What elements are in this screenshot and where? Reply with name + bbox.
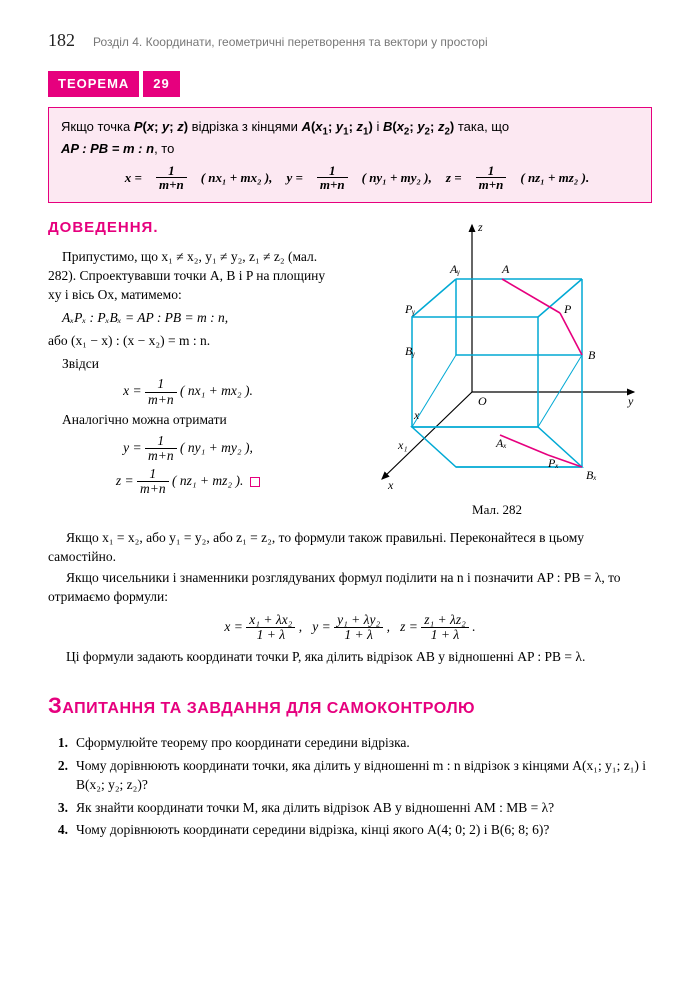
item-text: Як знайти координати точки M, яка ділить… — [76, 800, 554, 815]
figure-caption: Мал. 282 — [342, 501, 652, 519]
y-lhs: y = — [286, 170, 302, 185]
x-par: ( nx₁ + mx₂ ), — [201, 170, 273, 185]
svg-text:B: B — [588, 348, 596, 362]
theorem-statement: Якщо точка P(x; y; z) відрізка з кінцями… — [61, 118, 639, 157]
svg-text:Aᵧ: Aᵧ — [449, 262, 460, 276]
item-number: 4. — [48, 821, 68, 840]
num: 1 — [329, 163, 336, 178]
item-number: 1. — [48, 734, 68, 753]
page-header: 182 Розділ 4. Координати, геометричні пе… — [48, 28, 652, 53]
proof-p1: Припустимо, що x₁ ≠ x₂, y₁ ≠ y₂, z₁ ≠ z₂… — [48, 248, 328, 305]
text: така, що — [454, 119, 509, 134]
ratio: AP : PB = m : n — [61, 141, 154, 156]
svg-text:P: P — [563, 302, 572, 316]
svg-text:z: z — [477, 220, 483, 234]
theorem-formulas: x = 1m+n ( nx₁ + mx₂ ), y = 1m+n ( ny₁ +… — [61, 164, 639, 192]
section-title: ЗАПИТАННЯ ТА ЗАВДАННЯ ДЛЯ САМОКОНТРОЛЮ — [48, 691, 652, 722]
section-title-rest: АПИТАННЯ ТА ЗАВДАННЯ ДЛЯ САМОКОНТРОЛЮ — [62, 700, 475, 717]
page-number: 182 — [48, 28, 75, 53]
after-p1: Якщо x₁ = x₂, або y₁ = y₂, або z₁ = z₂, … — [48, 529, 652, 567]
item-number: 3. — [48, 799, 68, 818]
fraction: 1m+n — [317, 164, 348, 192]
svg-text:O: O — [478, 394, 487, 408]
list-item: 1.Сформулюйте теорему про координати сер… — [70, 734, 652, 753]
fraction: 1m+n — [476, 164, 507, 192]
after-p2: Якщо чисельники і знаменники розглядуван… — [48, 569, 652, 607]
text: відрізка з кінцями — [188, 119, 302, 134]
svg-text:x₁: x₁ — [397, 438, 408, 452]
chapter-title: Розділ 4. Координати, геометричні перетв… — [93, 34, 488, 51]
item-text: Сформулюйте теорему про координати серед… — [76, 735, 410, 750]
svg-text:Pₓ: Pₓ — [547, 456, 559, 470]
proof-fy: y = 1m+n ( ny₁ + my₂ ), — [48, 434, 328, 463]
item-text: Чому дорівнюють координати точки, яка ді… — [76, 758, 646, 792]
num: 1 — [488, 163, 495, 178]
theorem-box: Якщо точка P(x; y; z) відрізка з кінцями… — [48, 107, 652, 203]
item-number: 2. — [48, 757, 68, 776]
section-title-big: З — [48, 693, 62, 718]
list-item: 4.Чому дорівнюють координати середини ві… — [70, 821, 652, 840]
proof-title: ДОВЕДЕННЯ. — [48, 217, 328, 238]
svg-text:Bₓ: Bₓ — [586, 468, 597, 482]
qed-icon — [250, 477, 260, 487]
svg-text:A: A — [501, 262, 510, 276]
item-text: Чому дорівнюють координати середини відр… — [76, 822, 549, 837]
den: m+n — [320, 177, 345, 192]
proof-p2: AₓPₓ : PₓBₓ = AP : PB = m : n, — [48, 309, 328, 328]
proof-fz: z = 1m+n ( nz₁ + mz₂ ). — [48, 467, 328, 496]
after-proof: Якщо x₁ = x₂, або y₁ = y₂, або z₁ = z₂, … — [48, 529, 652, 667]
svg-text:x: x — [413, 408, 420, 422]
proof-p5: Аналогічно можна отримати — [48, 411, 328, 430]
proof-p4: Звідси — [48, 355, 328, 374]
questions-list: 1. Сформулюйте теорему про координати сер… — [48, 734, 652, 840]
svg-text:Bᵧ: Bᵧ — [405, 344, 415, 358]
proof-p3: або (x₁ − x) : (x − x₂) = m : n. — [48, 332, 328, 351]
figure-column: z y x O — [342, 217, 652, 519]
fraction: 1m+n — [156, 164, 187, 192]
proof-column: ДОВЕДЕННЯ. Припустимо, що x₁ ≠ x₂, y₁ ≠ … — [48, 217, 328, 519]
z-lhs: z = — [446, 170, 462, 185]
lambda-formulas: x = x₁ + λx₂1 + λ , y = y₁ + λy₂1 + λ , … — [48, 613, 652, 642]
list-item: 3.Як знайти координати точки M, яка діли… — [70, 799, 652, 818]
y-par: ( ny₁ + my₂ ), — [362, 170, 432, 185]
proof-fx: x = 1m+n ( nx₁ + mx₂ ). — [48, 377, 328, 406]
svg-text:x: x — [387, 478, 394, 492]
list-item: 2.Чому дорівнюють координати точки, яка … — [70, 757, 652, 795]
theorem-label: ТЕОРЕМА — [48, 71, 139, 97]
figure-282: z y x O — [352, 217, 642, 497]
theorem-number: 29 — [143, 71, 179, 97]
den: m+n — [479, 177, 504, 192]
svg-text:Aₓ: Aₓ — [495, 436, 507, 450]
z-par: ( nz₁ + mz₂ ). — [520, 170, 589, 185]
text: , то — [154, 141, 174, 156]
svg-text:y: y — [627, 394, 634, 408]
den: m+n — [159, 177, 184, 192]
after-p3: Ці формули задають координати точки P, я… — [48, 648, 652, 667]
theorem-tags: ТЕОРЕМА 29 — [48, 71, 652, 97]
text: і — [373, 119, 383, 134]
text: Якщо точка — [61, 119, 134, 134]
x-lhs: x = — [125, 170, 142, 185]
svg-text:Pᵧ: Pᵧ — [404, 302, 415, 316]
num: 1 — [168, 163, 175, 178]
